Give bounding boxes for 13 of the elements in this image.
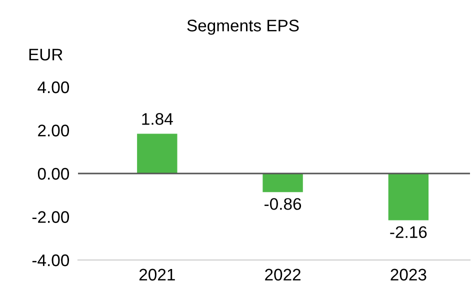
y-tick-label: 2.00 <box>38 124 70 136</box>
y-tick-label: -4.00 <box>32 254 70 266</box>
x-tick-label: 2023 <box>390 268 426 281</box>
x-tick-label: 2022 <box>265 268 300 281</box>
y-tick-label: -2.00 <box>32 211 70 223</box>
chart-title: Segments EPS <box>187 20 299 35</box>
data-label: 1.84 <box>142 113 173 125</box>
y-tick-label: 4.00 <box>38 81 70 94</box>
data-label: -2.16 <box>390 226 427 238</box>
y-axis-title: EUR <box>29 48 62 60</box>
x-tick-label: 2021 <box>139 268 175 281</box>
y-tick-label: 0.00 <box>38 168 70 180</box>
data-label: -0.86 <box>264 198 302 210</box>
